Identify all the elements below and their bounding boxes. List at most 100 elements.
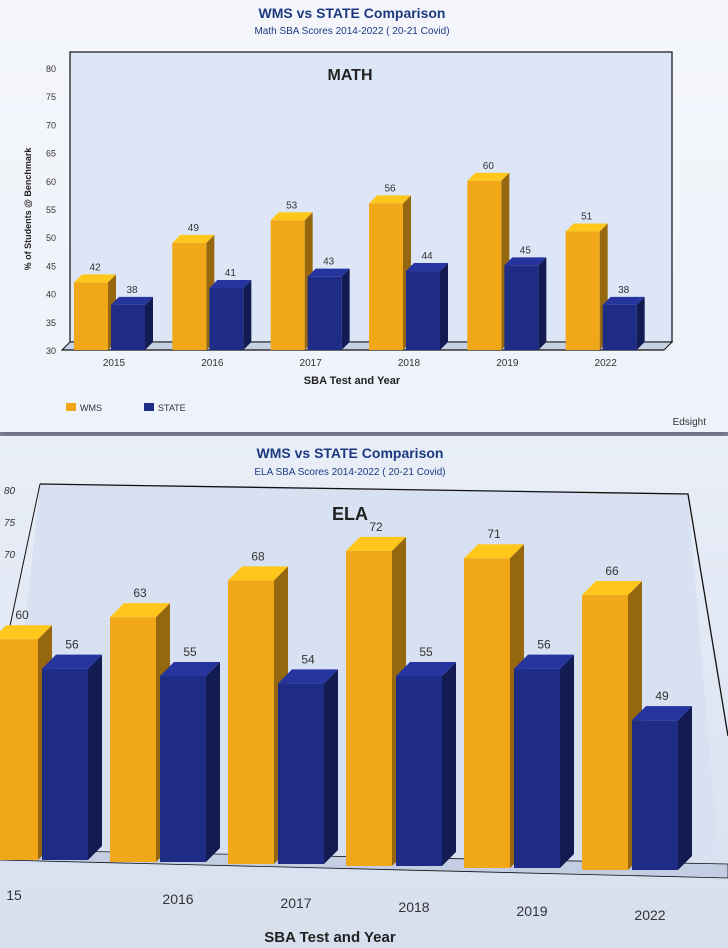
wms-bar-front xyxy=(565,231,600,350)
legend-swatch xyxy=(66,403,76,411)
wms-bar-front xyxy=(464,558,510,868)
state-bar-front xyxy=(111,304,145,350)
state-bar-side xyxy=(560,654,574,868)
state-bar-top xyxy=(602,296,645,305)
x-axis-label: SBA Test and Year xyxy=(264,929,396,946)
math-chart-sheet: WMS vs STATE Comparison Math SBA Scores 2… xyxy=(0,0,728,432)
state-bar xyxy=(514,654,574,868)
legend-swatch xyxy=(144,403,154,411)
data-label: 68 xyxy=(251,549,265,563)
wms-bar-top xyxy=(172,234,215,243)
state-bar-side xyxy=(440,263,448,350)
y-tick-label: 40 xyxy=(46,290,56,300)
state-bar-top xyxy=(307,268,350,277)
source-label: Edsight xyxy=(672,417,706,428)
state-bar-top xyxy=(406,263,448,272)
x-tick-label: 2016 xyxy=(162,891,193,907)
data-label: 63 xyxy=(133,586,147,600)
wms-bar-top xyxy=(467,172,510,181)
wms-bar-top xyxy=(369,195,411,204)
wms-bar-top xyxy=(0,625,52,640)
data-label: 56 xyxy=(384,183,396,194)
wms-bar xyxy=(565,223,608,350)
legend-label: STATE xyxy=(158,403,186,413)
data-label: 53 xyxy=(286,200,298,211)
wms-bar-front xyxy=(0,639,38,860)
data-label: 60 xyxy=(483,161,495,172)
plot-frame-left xyxy=(9,483,41,627)
wms-bar-front xyxy=(74,282,108,350)
data-label: 42 xyxy=(89,262,101,273)
y-tick-label: 45 xyxy=(46,261,56,271)
data-label: 71 xyxy=(487,527,501,541)
state-bar-side xyxy=(442,662,456,866)
wms-bar-top xyxy=(346,536,406,551)
data-label: 56 xyxy=(65,638,79,652)
x-tick-label: 2017 xyxy=(300,358,323,369)
wms-bar-top xyxy=(582,581,642,596)
state-bar-front xyxy=(160,676,206,862)
y-tick-label: 80 xyxy=(4,486,16,497)
y-tick-label: 70 xyxy=(4,550,16,561)
state-bar-side xyxy=(636,296,645,350)
state-bar-front xyxy=(278,683,324,864)
state-bar-side xyxy=(243,279,252,350)
y-tick-label: 35 xyxy=(46,318,56,328)
x-tick-label: 2022 xyxy=(634,907,665,923)
state-bar-top xyxy=(514,654,574,669)
data-label: 54 xyxy=(301,652,315,666)
state-bar-front xyxy=(42,668,88,860)
data-label: 43 xyxy=(323,257,335,268)
ela-chart: WMS vs STATE Comparison ELA SBA Scores 20… xyxy=(0,445,728,946)
data-label: 66 xyxy=(605,564,619,578)
wms-bar-front xyxy=(172,242,207,350)
wms-bar-front xyxy=(467,180,502,350)
data-label: 60 xyxy=(15,608,29,622)
wms-bar xyxy=(270,212,313,350)
state-bar-front xyxy=(602,304,637,350)
state-bar-side xyxy=(341,268,350,350)
y-tick-label: 30 xyxy=(46,346,56,356)
chart-title: WMS vs STATE Comparison xyxy=(257,445,444,461)
state-bar-front xyxy=(307,276,342,350)
chart-subtitle: ELA SBA Scores 2014-2022 ( 20-21 Covid) xyxy=(254,467,445,478)
wms-bar-front xyxy=(369,203,403,350)
x-tick-label: 2017 xyxy=(280,895,311,911)
state-bar-front xyxy=(504,265,539,350)
wms-bar-front xyxy=(270,220,305,350)
state-bar-side xyxy=(206,662,220,862)
x-tick-label: 2015 xyxy=(103,358,126,369)
state-bar-front xyxy=(514,668,560,868)
state-bar-top xyxy=(632,706,692,721)
data-label: 56 xyxy=(537,638,551,652)
state-bar-side xyxy=(88,654,102,860)
state-bar xyxy=(160,662,220,862)
data-label: 51 xyxy=(581,212,593,223)
state-bar xyxy=(278,669,338,864)
wms-bar-front xyxy=(346,550,392,866)
y-tick-label: 65 xyxy=(46,149,56,159)
state-bar-front xyxy=(209,287,244,350)
data-label: 55 xyxy=(419,645,433,659)
state-bar xyxy=(307,268,350,350)
wms-bar-front xyxy=(228,580,274,864)
data-label: 72 xyxy=(369,520,383,534)
wms-bar xyxy=(74,274,116,350)
x-tick-label: 2019 xyxy=(516,903,547,919)
wms-bar xyxy=(172,234,215,350)
ela-chart-sheet: WMS vs STATE Comparison ELA SBA Scores 20… xyxy=(0,436,728,948)
y-tick-label: 80 xyxy=(46,64,56,74)
y-axis-label: % of Students @ Benchmark xyxy=(23,147,33,271)
wms-bar-front xyxy=(582,595,628,870)
data-label: 38 xyxy=(618,285,630,296)
state-bar-front xyxy=(632,720,678,870)
wms-bar xyxy=(110,603,170,862)
data-label: 45 xyxy=(520,245,532,256)
wms-bar-top xyxy=(110,603,170,618)
wms-bar-front xyxy=(110,617,156,862)
state-bar-top xyxy=(111,296,153,305)
data-label: 44 xyxy=(421,251,433,262)
wms-bar-top xyxy=(74,274,116,283)
x-tick-label: 2018 xyxy=(398,899,429,915)
y-tick-label: 75 xyxy=(46,92,56,102)
